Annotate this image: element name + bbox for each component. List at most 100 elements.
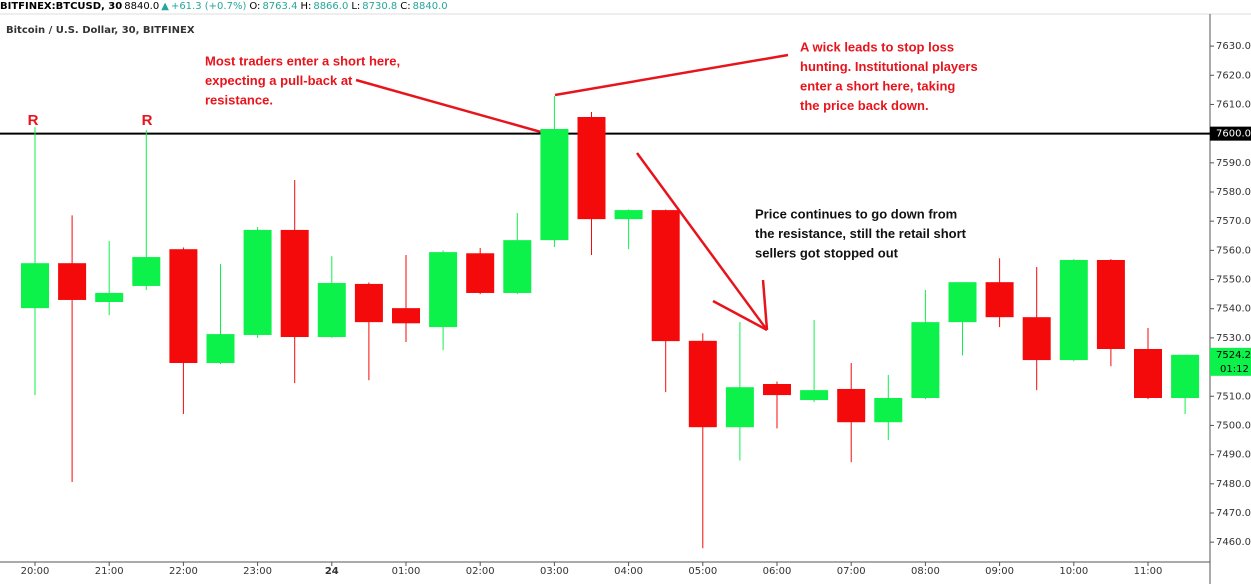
annotation: Most traders enter a short here, xyxy=(205,53,400,68)
resistance-label: 7600.0 xyxy=(1216,129,1251,140)
header: BITFINEX:BTCUSD, 30 8840.0 ▲ +61.3 (+0.7%) O… xyxy=(0,1,448,12)
candle-body xyxy=(429,252,458,328)
candle-body xyxy=(1171,354,1200,399)
y-tick-label: 7590.0 xyxy=(1216,158,1251,169)
y-tick-label: 7580.0 xyxy=(1216,187,1251,198)
y-tick-label: 7530.0 xyxy=(1216,333,1251,344)
subtitle: Bitcoin / U.S. Dollar, 30, BITFINEX xyxy=(6,25,195,36)
x-tick-label: 22:00 xyxy=(169,566,198,577)
candle-body xyxy=(169,249,198,363)
y-tick-label: 7610.0 xyxy=(1216,99,1251,110)
x-tick-label: 09:00 xyxy=(985,566,1014,577)
arrow xyxy=(635,152,769,331)
y-tick-label: 7480.0 xyxy=(1216,479,1251,490)
candle-body xyxy=(911,322,940,399)
x-tick-label: 10:00 xyxy=(1059,566,1088,577)
candle-body xyxy=(503,240,532,293)
candle-body xyxy=(243,229,272,335)
candle-body xyxy=(206,334,235,363)
x-tick-label: 05:00 xyxy=(688,566,717,577)
candle-body xyxy=(985,282,1014,318)
annotation: the price back down. xyxy=(800,98,929,113)
arrow-head xyxy=(712,299,768,332)
last-price-box xyxy=(1210,347,1251,376)
candle-body xyxy=(466,253,495,293)
candle-body xyxy=(837,388,866,423)
header-item: C: xyxy=(400,1,410,12)
candle-body xyxy=(1134,348,1162,399)
marker: R xyxy=(28,112,39,129)
candle-body xyxy=(614,210,643,220)
y-tick-label: 7460.0 xyxy=(1216,537,1251,548)
y-tick-label: 7490.0 xyxy=(1216,450,1251,461)
header-item: 8763.4 xyxy=(262,1,297,12)
x-tick-label: 11:00 xyxy=(1134,566,1163,577)
y-tick-label: 7470.0 xyxy=(1216,508,1251,519)
candle-body xyxy=(725,387,754,428)
x-tick-label: 08:00 xyxy=(911,566,940,577)
candle-body xyxy=(58,263,87,300)
candle-body xyxy=(874,398,903,423)
x-tick-label: 01:00 xyxy=(392,566,421,577)
header-item: L: xyxy=(351,1,360,12)
arrows xyxy=(355,53,789,332)
candle-body xyxy=(763,384,791,396)
annotation: Price continues to go down from xyxy=(755,206,957,221)
candle-body xyxy=(948,282,977,323)
y-tick-label: 7560.0 xyxy=(1216,245,1251,256)
header-item: 8840.0 xyxy=(124,1,159,12)
header-item: H: xyxy=(300,1,311,12)
header-item: BITFINEX:BTCUSD, 30 xyxy=(0,1,122,12)
candle-body xyxy=(800,390,829,401)
header-item: 8730.8 xyxy=(362,1,397,12)
resistance-label-box xyxy=(1210,126,1251,141)
candle-body xyxy=(354,283,383,323)
y-tick-label: 7630.0 xyxy=(1216,41,1251,52)
marker: R xyxy=(142,112,153,129)
y-tick-label: 7570.0 xyxy=(1216,216,1251,227)
x-tick-label: 07:00 xyxy=(837,566,866,577)
header-item: O: xyxy=(249,1,260,12)
x-tick-label: 06:00 xyxy=(763,566,792,577)
annotation: hunting. Institutional players xyxy=(800,59,978,74)
header-item: 8840.0 xyxy=(413,1,448,12)
annotation: sellers got stopped out xyxy=(755,245,899,260)
last-price-label: 7524.2 xyxy=(1216,350,1251,361)
candle-body xyxy=(280,229,309,338)
candle-body xyxy=(95,292,124,303)
x-tick-label: 24 xyxy=(325,566,339,577)
annotation: expecting a pull-back at xyxy=(205,73,353,88)
candle-body xyxy=(577,117,606,220)
annotation: the resistance, still the retail short xyxy=(755,226,967,241)
candle-body xyxy=(540,128,569,241)
x-tick-label: 21:00 xyxy=(95,566,124,577)
x-tick-label: 23:00 xyxy=(243,566,272,577)
arrow xyxy=(355,78,542,134)
candle-body xyxy=(651,210,680,342)
arrow-head xyxy=(761,279,769,331)
candle-body xyxy=(317,283,346,338)
candle-body xyxy=(1059,259,1088,361)
annotation: resistance. xyxy=(205,92,273,107)
y-tick-label: 7620.0 xyxy=(1216,70,1251,81)
x-tick-label: 20:00 xyxy=(21,566,50,577)
annotation: enter a short here, taking xyxy=(800,78,955,93)
arrow xyxy=(554,53,789,97)
y-tick-label: 7540.0 xyxy=(1216,304,1251,315)
candle-body xyxy=(21,263,49,309)
y-tick-label: 7500.0 xyxy=(1216,420,1251,431)
annotation: A wick leads to stop loss xyxy=(800,39,954,54)
candle-body xyxy=(1022,317,1051,361)
x-tick-label: 03:00 xyxy=(540,566,569,577)
header-item: +61.3 (+0.7%) xyxy=(171,1,247,12)
y-tick-label: 7510.0 xyxy=(1216,391,1251,402)
candle-body xyxy=(1096,259,1125,349)
countdown: 01:12 xyxy=(1220,364,1249,375)
candle-body xyxy=(132,257,161,286)
candle-body xyxy=(392,308,420,324)
y-tick-label: 7550.0 xyxy=(1216,275,1251,286)
candle-body xyxy=(688,340,717,428)
x-tick-label: 04:00 xyxy=(614,566,643,577)
